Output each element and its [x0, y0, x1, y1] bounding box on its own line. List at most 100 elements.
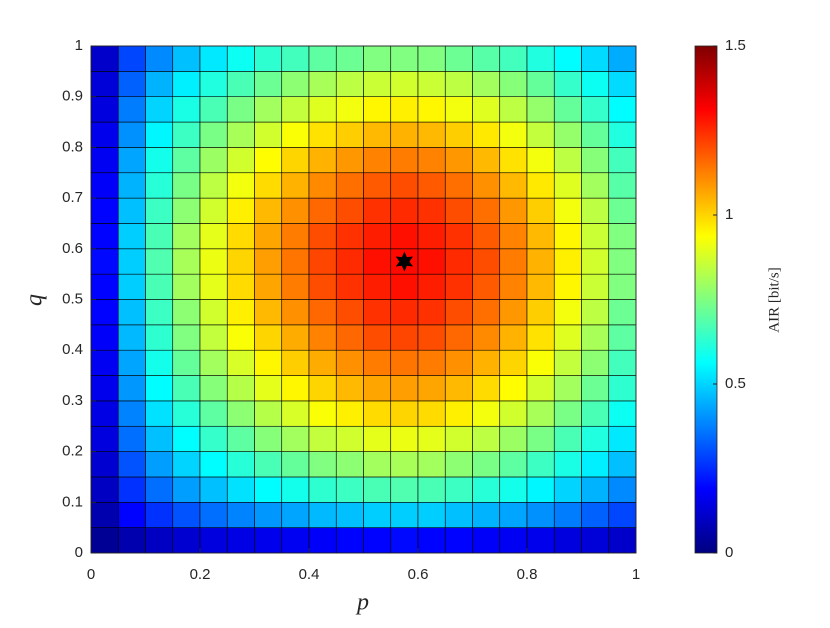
- heatmap-cell: [254, 476, 283, 503]
- heatmap-cell: [308, 96, 337, 123]
- heatmap-cell: [172, 273, 201, 300]
- heatmap-cell: [363, 375, 392, 402]
- heatmap-cell: [199, 375, 228, 402]
- y-tick-label: 0.9: [62, 88, 83, 105]
- heatmap-cell: [390, 527, 419, 554]
- heatmap-cell: [417, 501, 446, 528]
- heatmap-cell: [172, 248, 201, 275]
- heatmap-cell: [472, 248, 501, 275]
- heatmap-cell: [172, 375, 201, 402]
- heatmap-cell: [553, 425, 582, 452]
- heatmap-cell: [444, 147, 473, 174]
- heatmap-cell: [608, 45, 637, 72]
- heatmap-cell: [281, 223, 310, 250]
- heatmap-cell: [226, 451, 255, 478]
- heatmap-cell: [363, 96, 392, 123]
- heatmap-cell: [390, 451, 419, 478]
- heatmap-cell: [281, 501, 310, 528]
- heatmap-cell: [390, 299, 419, 326]
- heatmap-cell: [608, 425, 637, 452]
- heatmap-cell: [172, 45, 201, 72]
- heatmap-cell: [499, 425, 528, 452]
- heatmap-cell: [526, 45, 555, 72]
- x-tick-label: 1: [632, 566, 640, 583]
- heatmap-cell: [553, 375, 582, 402]
- heatmap-cell: [526, 248, 555, 275]
- heatmap-cell: [117, 501, 146, 528]
- heatmap-cell: [145, 248, 174, 275]
- heatmap-cell: [581, 45, 610, 72]
- heatmap-cell: [581, 71, 610, 97]
- heatmap-cell: [199, 147, 228, 174]
- heatmap-cell: [553, 501, 582, 528]
- heatmap-cell: [90, 147, 119, 174]
- heatmap-cell: [308, 451, 337, 478]
- heatmap-cell: [117, 71, 146, 97]
- heatmap-cell: [472, 527, 501, 554]
- heatmap-cell: [254, 96, 283, 123]
- heatmap-cell: [472, 425, 501, 452]
- heatmap-cell: [145, 425, 174, 452]
- heatmap-cell: [199, 400, 228, 427]
- heatmap-cell: [363, 425, 392, 452]
- heatmap-cell: [417, 45, 446, 72]
- heatmap-cell: [444, 299, 473, 326]
- heatmap-cell: [444, 425, 473, 452]
- heatmap-cell: [281, 248, 310, 275]
- colorbar-tick-label: 1.5: [725, 37, 746, 54]
- heatmap-cell: [117, 527, 146, 554]
- heatmap-cell: [281, 527, 310, 554]
- heatmap-cell: [145, 197, 174, 224]
- heatmap-cell: [308, 501, 337, 528]
- heatmap-cell: [90, 476, 119, 503]
- heatmap-cell: [363, 451, 392, 478]
- x-tick-label: 0.6: [408, 566, 429, 583]
- heatmap-cell: [581, 451, 610, 478]
- heatmap-cell: [608, 527, 637, 554]
- heatmap-cell: [335, 71, 364, 97]
- heatmap-cell: [581, 273, 610, 300]
- heatmap-cell: [199, 324, 228, 351]
- heatmap-cell: [472, 375, 501, 402]
- heatmap-cell: [499, 71, 528, 97]
- heatmap-cell: [608, 375, 637, 402]
- heatmap-cell: [281, 96, 310, 123]
- heatmap-cell: [226, 476, 255, 503]
- heatmap-cell: [499, 324, 528, 351]
- y-tick-label: 0.3: [62, 392, 83, 409]
- heatmap-cell: [308, 375, 337, 402]
- heatmap-cell: [472, 451, 501, 478]
- heatmap-cell: [145, 501, 174, 528]
- heatmap-cell: [90, 375, 119, 402]
- heatmap-cell: [308, 324, 337, 351]
- heatmap-cell: [172, 147, 201, 174]
- heatmap-cell: [608, 451, 637, 478]
- heatmap-cell: [526, 451, 555, 478]
- heatmap-cell: [581, 172, 610, 199]
- heatmap-cell: [417, 147, 446, 174]
- heatmap-cell: [526, 96, 555, 123]
- heatmap-cell: [281, 71, 310, 97]
- heatmap-cell: [335, 299, 364, 326]
- heatmap-cell: [226, 172, 255, 199]
- heatmap-cell: [553, 349, 582, 376]
- heatmap-cell: [526, 223, 555, 250]
- heatmap-cell: [172, 299, 201, 326]
- heatmap-cell: [472, 501, 501, 528]
- heatmap-cell: [417, 324, 446, 351]
- y-tick-label: 0.7: [62, 189, 83, 206]
- heatmap-cell: [226, 375, 255, 402]
- heatmap-cell: [526, 172, 555, 199]
- heatmap-cell: [226, 96, 255, 123]
- heatmap-cell: [581, 248, 610, 275]
- heatmap-cell: [390, 501, 419, 528]
- heatmap-cell: [581, 96, 610, 123]
- heatmap-cell: [254, 172, 283, 199]
- heatmap-cell: [308, 299, 337, 326]
- heatmap-cell: [117, 324, 146, 351]
- heatmap-cell: [581, 375, 610, 402]
- heatmap-cell: [363, 71, 392, 97]
- heatmap-cell: [117, 121, 146, 148]
- heatmap-cell: [553, 197, 582, 224]
- heatmap-cell: [335, 451, 364, 478]
